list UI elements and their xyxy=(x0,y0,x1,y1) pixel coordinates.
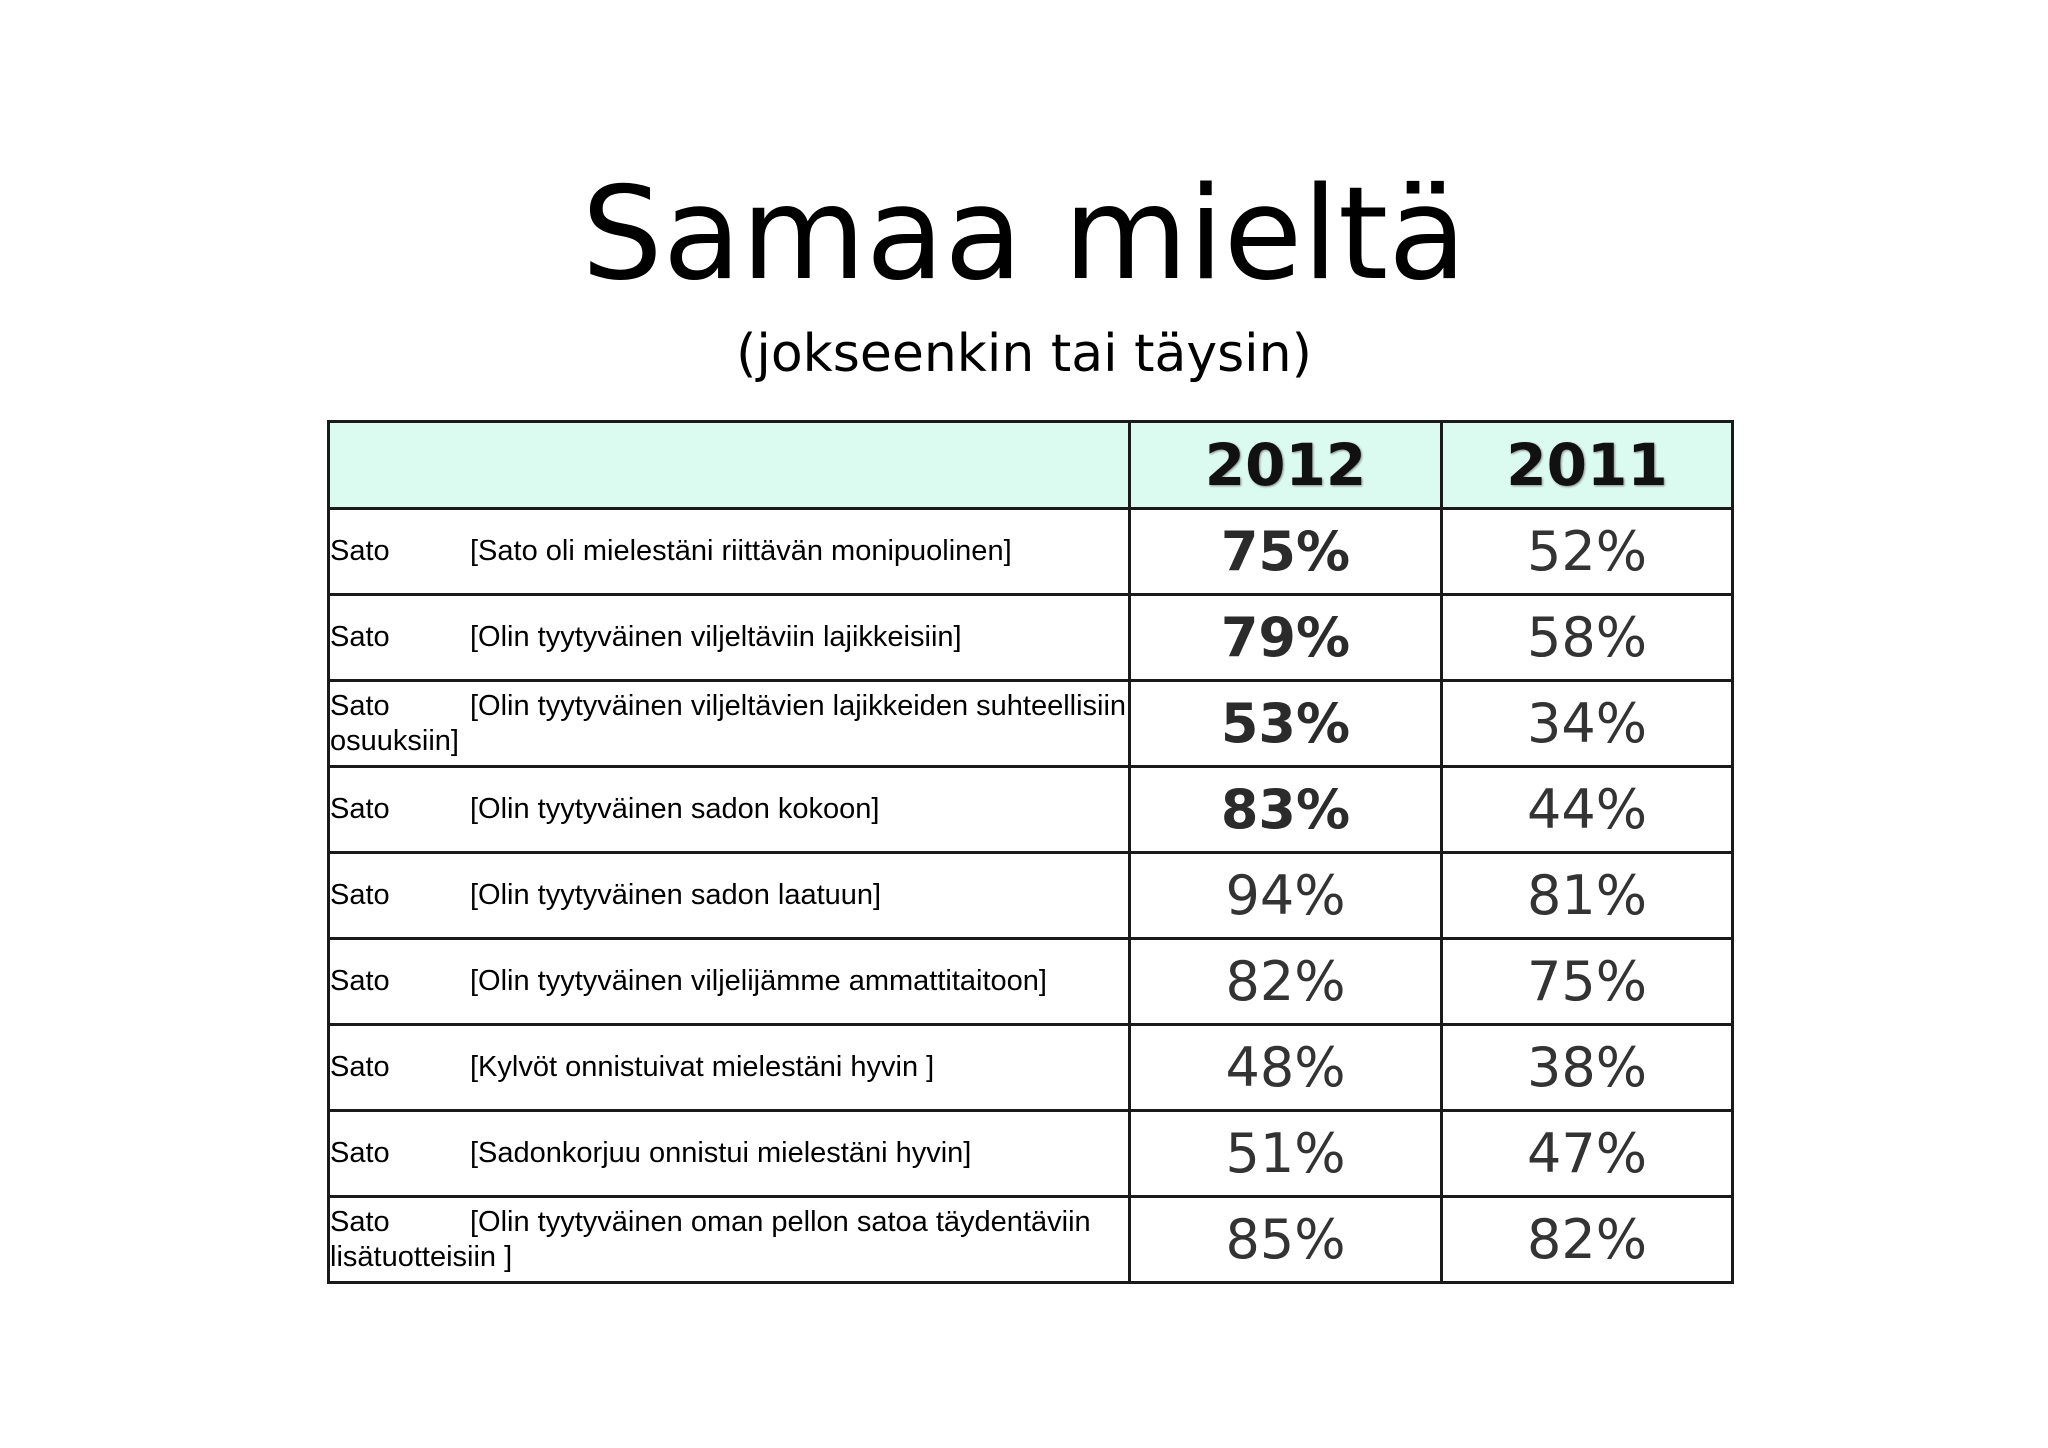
header-blank-cell xyxy=(327,420,1131,510)
results-table: 2012 2011 Sato [Sato oli mielestäni riitt… xyxy=(327,420,1734,1284)
value-2011: 82% xyxy=(1440,1195,1734,1284)
statement-cell: Sato [Olin tyytyväinen sadon laatuun] xyxy=(327,851,1131,940)
value-2011: 75% xyxy=(1440,937,1734,1026)
table-row: Sato [Olin tyytyväinen sadon kokoon] 83% … xyxy=(327,765,1734,854)
table-row: Sato [Olin tyytyväinen viljeltävien lajik… xyxy=(327,679,1734,768)
statement-text: [Olin tyytyväinen viljelijämme ammattita… xyxy=(470,965,1047,997)
statement-cell: Sato [Sadonkorjuu onnistui mielestäni hyv… xyxy=(327,1109,1131,1198)
statement-prefix: Sato xyxy=(330,621,390,653)
statement-prefix: Sato xyxy=(330,1205,390,1238)
value-2011: 81% xyxy=(1440,851,1734,940)
table-row: Sato [Olin tyytyväinen oman pellon satoa … xyxy=(327,1195,1734,1284)
statement-prefix: Sato xyxy=(330,879,390,911)
value-2011: 34% xyxy=(1440,679,1734,768)
table-header-row: 2012 2011 xyxy=(327,420,1734,510)
statement-prefix: Sato xyxy=(330,689,390,722)
value-2011: 44% xyxy=(1440,765,1734,854)
statement-cell: Sato [Olin tyytyväinen viljeltäviin lajik… xyxy=(327,593,1131,682)
statement-text: [Sadonkorjuu onnistui mielestäni hyvin] xyxy=(470,1137,972,1169)
statement-prefix: Sato xyxy=(330,793,390,825)
value-2012: 85% xyxy=(1128,1195,1443,1284)
statement-prefix: Sato xyxy=(330,1051,390,1083)
header-year-2011: 2011 xyxy=(1440,420,1734,510)
statement-text: [Olin tyytyväinen viljeltävien lajikkeid… xyxy=(330,689,1127,757)
statement-cell: Sato [Sato oli mielestäni riittävän monip… xyxy=(327,507,1131,596)
table-row: Sato [Sato oli mielestäni riittävän monip… xyxy=(327,507,1734,596)
statement-text: [Sato oli mielestäni riittävän monipuoli… xyxy=(470,535,1012,567)
value-2011: 47% xyxy=(1440,1109,1734,1198)
statement-cell: Sato [Olin tyytyväinen sadon kokoon] xyxy=(327,765,1131,854)
value-2011: 58% xyxy=(1440,593,1734,682)
statement-prefix: Sato xyxy=(330,965,390,997)
statement-cell: Sato [Olin tyytyväinen viljeltävien lajik… xyxy=(327,679,1131,768)
statement-cell: Sato [Olin tyytyväinen viljelijämme ammat… xyxy=(327,937,1131,1026)
statement-text: [Olin tyytyväinen sadon kokoon] xyxy=(470,793,880,825)
statement-prefix: Sato xyxy=(330,1137,390,1169)
slide-subtitle: (jokseenkin tai täysin) xyxy=(736,324,1312,384)
statement-prefix: Sato xyxy=(330,535,390,567)
statement-cell: Sato [Olin tyytyväinen oman pellon satoa … xyxy=(327,1195,1131,1284)
table-row: Sato [Olin tyytyväinen viljelijämme ammat… xyxy=(327,937,1734,1026)
statement-text: [Kylvöt onnistuivat mielestäni hyvin ] xyxy=(470,1051,935,1083)
value-2012: 82% xyxy=(1128,937,1443,1026)
table-row: Sato [Olin tyytyväinen viljeltäviin lajik… xyxy=(327,593,1734,682)
value-2012: 48% xyxy=(1128,1023,1443,1112)
value-2011: 38% xyxy=(1440,1023,1734,1112)
value-2012: 75% xyxy=(1128,507,1443,596)
value-2011: 52% xyxy=(1440,507,1734,596)
value-2012: 94% xyxy=(1128,851,1443,940)
table-row: Sato [Kylvöt onnistuivat mielestäni hyvin… xyxy=(327,1023,1734,1112)
value-2012: 51% xyxy=(1128,1109,1443,1198)
slide-title: Samaa mieltä xyxy=(581,160,1467,309)
statement-cell: Sato [Kylvöt onnistuivat mielestäni hyvin… xyxy=(327,1023,1131,1112)
value-2012: 83% xyxy=(1128,765,1443,854)
header-year-2012: 2012 xyxy=(1128,420,1443,510)
value-2012: 79% xyxy=(1128,593,1443,682)
statement-text: [Olin tyytyväinen oman pellon satoa täyd… xyxy=(330,1205,1091,1273)
table-row: Sato [Sadonkorjuu onnistui mielestäni hyv… xyxy=(327,1109,1734,1198)
value-2012: 53% xyxy=(1128,679,1443,768)
statement-text: [Olin tyytyväinen sadon laatuun] xyxy=(470,879,882,911)
statement-text: [Olin tyytyväinen viljeltäviin lajikkeis… xyxy=(470,621,962,653)
table-row: Sato [Olin tyytyväinen sadon laatuun] 94%… xyxy=(327,851,1734,940)
